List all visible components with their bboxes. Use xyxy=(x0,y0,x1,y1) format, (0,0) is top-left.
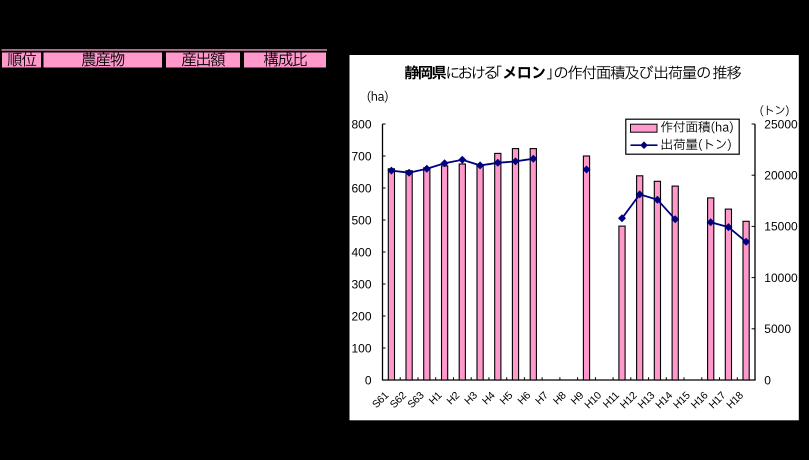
svg-text:100: 100 xyxy=(351,341,371,355)
svg-text:500: 500 xyxy=(351,213,371,227)
svg-text:0: 0 xyxy=(764,373,771,387)
svg-text:25000: 25000 xyxy=(764,117,798,131)
svg-text:400: 400 xyxy=(351,245,371,259)
svg-text:300: 300 xyxy=(351,277,371,291)
svg-text:800: 800 xyxy=(351,117,371,131)
svg-text:10000: 10000 xyxy=(764,271,798,285)
svg-text:20000: 20000 xyxy=(764,169,798,183)
svg-text:600: 600 xyxy=(351,181,371,195)
svg-text:5000: 5000 xyxy=(764,322,791,336)
svg-text:0: 0 xyxy=(365,373,372,387)
svg-text:700: 700 xyxy=(351,149,371,163)
svg-text:200: 200 xyxy=(351,309,371,323)
svg-text:15000: 15000 xyxy=(764,220,798,234)
